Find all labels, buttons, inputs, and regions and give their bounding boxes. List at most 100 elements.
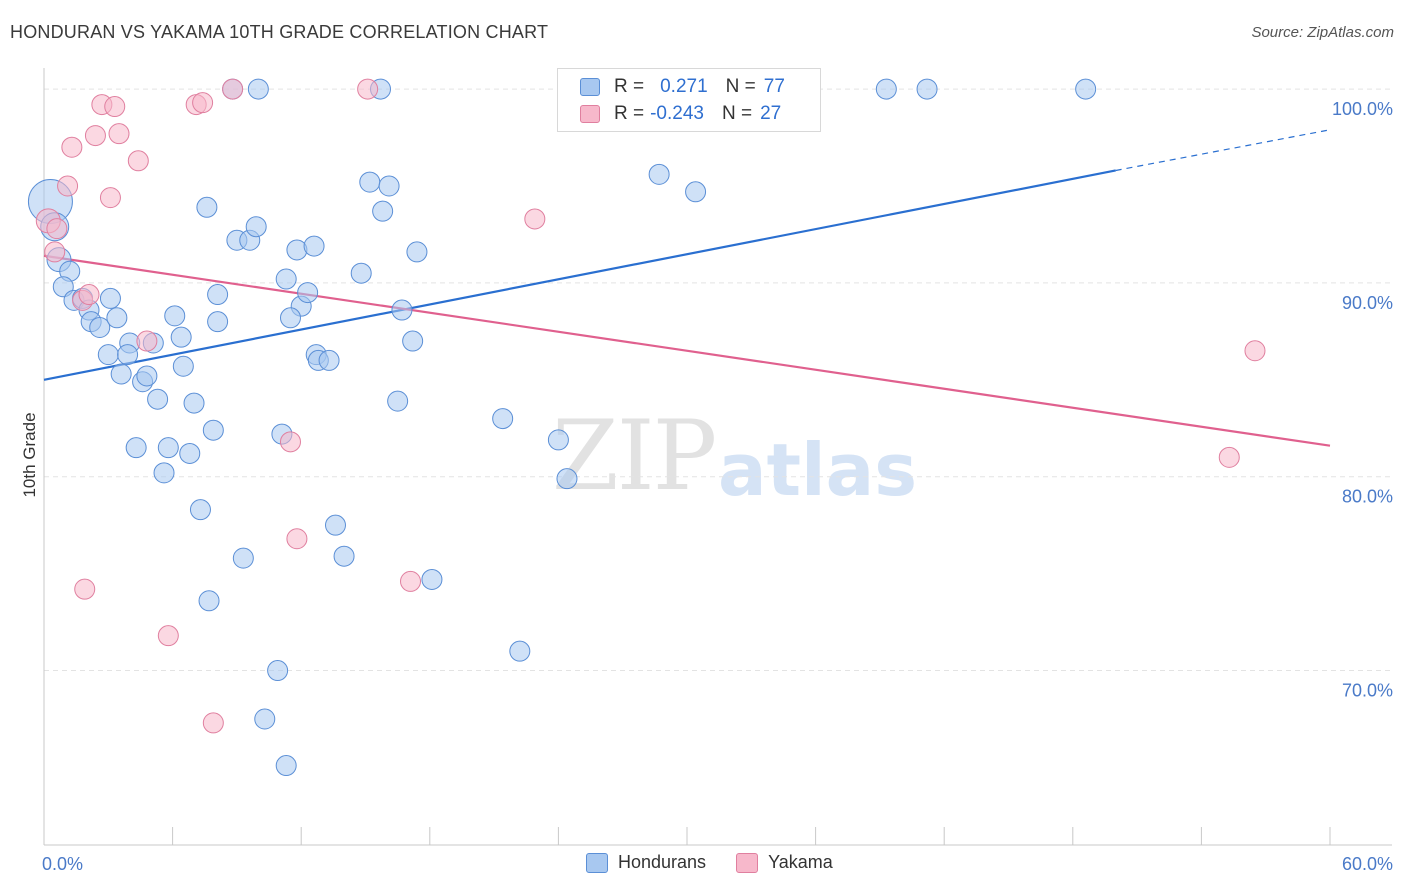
data-point-yakama: [1218, 446, 1240, 468]
data-point-hondurans: [207, 311, 229, 333]
data-point-yakama: [286, 528, 308, 550]
data-point-hondurans: [359, 171, 381, 193]
trend-line-extension: [1115, 129, 1331, 172]
data-point-hondurans: [556, 468, 578, 490]
legend-n-label: N =: [721, 103, 753, 124]
data-point-hondurans: [267, 660, 289, 682]
data-point-hondurans: [402, 330, 424, 352]
data-point-yakama: [222, 78, 244, 100]
data-point-yakama: [44, 241, 66, 263]
data-point-hondurans: [1075, 78, 1097, 100]
data-point-yakama: [192, 92, 214, 114]
y-axis-label: 10th Grade: [20, 412, 39, 497]
data-point-hondurans: [89, 316, 111, 338]
series-legend: Hondurans Yakama: [586, 852, 863, 873]
data-point-hondurans: [117, 344, 139, 366]
data-point-hondurans: [247, 78, 269, 100]
data-point-yakama: [202, 712, 224, 734]
trend-line-yakama: [43, 254, 1331, 447]
legend-swatch-yakama: [580, 105, 600, 123]
data-point-hondurans: [547, 429, 569, 451]
data-point-hondurans: [232, 547, 254, 569]
chart-title: HONDURAN VS YAKAMA 10TH GRADE CORRELATIO…: [10, 22, 549, 42]
data-point-hondurans: [275, 755, 297, 777]
data-point-yakama: [1244, 340, 1266, 362]
y-tick-label: 100.0%: [1332, 99, 1393, 119]
data-point-hondurans: [318, 349, 340, 371]
legend-n-value: 77: [763, 76, 785, 97]
trend-line-hondurans: [43, 169, 1116, 381]
data-point-yakama: [157, 625, 179, 647]
legend-row-hondurans: R = 0.271 N = 77: [580, 74, 785, 100]
watermark-zip: ZIP: [552, 400, 717, 512]
data-point-hondurans: [492, 408, 514, 430]
data-point-hondurans: [324, 514, 346, 536]
data-point-hondurans: [147, 388, 169, 410]
data-point-yakama: [524, 208, 546, 230]
data-point-hondurans: [406, 241, 428, 263]
legend-r-value: 0.271: [660, 76, 708, 97]
data-point-yakama: [108, 123, 130, 145]
data-point-hondurans: [685, 181, 707, 203]
data-point-hondurans: [198, 590, 220, 612]
data-point-hondurans: [245, 216, 267, 238]
label-layer: 100.0% 90.0% 80.0% 70.0% 0.0% 60.0% 10th Grade: [20, 99, 1393, 874]
data-point-hondurans: [279, 307, 301, 329]
data-point-yakama: [279, 431, 301, 453]
series-label-hondurans: Hondurans: [618, 852, 707, 872]
data-point-hondurans: [97, 344, 119, 366]
data-point-hondurans: [875, 78, 897, 100]
data-point-hondurans: [196, 196, 218, 218]
data-point-hondurans: [202, 419, 224, 441]
data-point-yakama: [84, 125, 106, 147]
data-point-yakama: [104, 96, 126, 118]
legend-r-label: R =: [614, 76, 645, 97]
legend-n-label: N =: [725, 76, 756, 97]
grid-layer: [44, 88, 1392, 672]
data-point-yakama: [357, 78, 379, 100]
series-label-yakama: Yakama: [768, 852, 833, 872]
data-point-yakama: [99, 187, 121, 209]
y-tick-label: 70.0%: [1342, 681, 1393, 701]
data-point-yakama: [127, 150, 149, 172]
trend-layer: [43, 129, 1331, 447]
data-point-hondurans: [172, 355, 194, 377]
x-tick-label: 0.0%: [42, 854, 83, 874]
x-tick-label: 60.0%: [1342, 854, 1393, 874]
legend-n-value: 27: [760, 103, 782, 124]
data-point-hondurans: [125, 437, 147, 459]
data-point-hondurans: [509, 640, 531, 662]
data-point-yakama: [46, 218, 68, 240]
data-point-hondurans: [170, 326, 192, 348]
data-point-hondurans: [297, 282, 319, 304]
data-point-hondurans: [189, 499, 211, 521]
data-point-yakama: [78, 284, 100, 306]
data-point-yakama: [61, 136, 83, 158]
data-point-hondurans: [372, 200, 394, 222]
y-tick-label: 90.0%: [1342, 293, 1393, 313]
data-point-yakama: [136, 330, 158, 352]
data-point-hondurans: [378, 175, 400, 197]
data-point-hondurans: [106, 307, 128, 329]
y-tick-label: 80.0%: [1342, 487, 1393, 507]
data-point-yakama: [74, 578, 96, 600]
data-point-hondurans: [286, 239, 308, 261]
data-point-hondurans: [648, 163, 670, 185]
axis-layer: [43, 68, 1392, 846]
series-swatch-hondurans: [586, 852, 608, 873]
data-point-hondurans: [207, 284, 229, 306]
correlation-legend: R = 0.271 N = 77 R = -0.243 N = 27: [557, 68, 821, 132]
data-point-hondurans: [254, 708, 276, 730]
data-point-hondurans: [303, 235, 325, 257]
data-point-yakama: [57, 175, 79, 197]
legend-r-value: -0.243: [650, 103, 704, 124]
data-point-hondurans: [110, 363, 132, 385]
data-point-hondurans: [350, 262, 372, 284]
data-point-hondurans: [136, 365, 158, 387]
legend-r-label: R =: [614, 103, 645, 124]
data-point-hondurans: [183, 392, 205, 414]
data-point-hondurans: [164, 305, 186, 327]
data-point-hondurans: [153, 462, 175, 484]
data-point-hondurans: [275, 268, 297, 290]
